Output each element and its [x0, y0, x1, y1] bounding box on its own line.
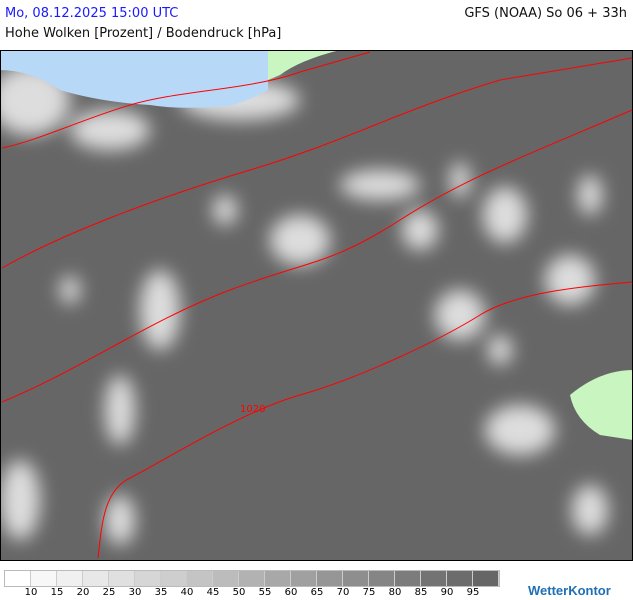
- legend-swatch: [161, 571, 187, 586]
- legend-swatch: [109, 571, 135, 586]
- legend-swatch: [187, 571, 213, 586]
- legend-swatch: [57, 571, 83, 586]
- legend-swatch: [265, 571, 291, 586]
- isobar: [97, 281, 633, 559]
- legend-label: 80: [388, 587, 402, 598]
- legend-label: 60: [284, 587, 298, 598]
- isobar-label: 1020: [240, 404, 265, 415]
- legend-swatch: [291, 571, 317, 586]
- weather-map: 1020: [0, 50, 633, 561]
- map-title: Hohe Wolken [Prozent] / Bodendruck [hPa]: [5, 26, 282, 41]
- legend-label: 25: [102, 587, 116, 598]
- legend-label: 30: [128, 587, 142, 598]
- legend-label: 15: [50, 587, 64, 598]
- legend-swatch: [447, 571, 473, 586]
- legend-swatch: [135, 571, 161, 586]
- legend-label: 35: [154, 587, 168, 598]
- legend-swatch: [317, 571, 343, 586]
- legend-swatch: [213, 571, 239, 586]
- clear-land-east: [570, 370, 633, 440]
- isobar: [1, 109, 633, 403]
- color-legend: [4, 570, 500, 587]
- model-run: GFS (NOAA) So 06 + 33h: [464, 6, 627, 21]
- legend-label: 40: [180, 587, 194, 598]
- legend-label: 95: [466, 587, 480, 598]
- legend-swatch: [31, 571, 57, 586]
- legend-label: 20: [76, 587, 90, 598]
- legend-label: 70: [336, 587, 350, 598]
- legend-swatch: [421, 571, 447, 586]
- isobar: [1, 51, 371, 149]
- legend-label: 65: [310, 587, 324, 598]
- isobars: [1, 51, 633, 559]
- isobar: [1, 57, 633, 269]
- legend-swatch: [369, 571, 395, 586]
- legend-label: 85: [414, 587, 428, 598]
- legend-swatch: [473, 571, 499, 586]
- legend-label: 10: [24, 587, 38, 598]
- legend-swatch: [395, 571, 421, 586]
- legend-labels: 10 15 20 25 30 35 40 45 50 55 60 65 70 75 80 85 90 95: [0, 587, 520, 599]
- legend-label: 90: [440, 587, 454, 598]
- legend-swatch: [239, 571, 265, 586]
- water-body: [0, 50, 268, 108]
- legend-swatch: [83, 571, 109, 586]
- clear-land-north: [268, 50, 340, 80]
- legend-label: 50: [232, 587, 246, 598]
- forecast-datetime: Mo, 08.12.2025 15:00 UTC: [5, 6, 179, 21]
- legend-swatch: [343, 571, 369, 586]
- legend-label: 55: [258, 587, 272, 598]
- legend-label: 45: [206, 587, 220, 598]
- cloud-gaps: [0, 65, 608, 545]
- legend-label: 75: [362, 587, 376, 598]
- legend-swatch: [5, 571, 31, 586]
- wetterkontor-logo: WetterKontor: [528, 583, 611, 598]
